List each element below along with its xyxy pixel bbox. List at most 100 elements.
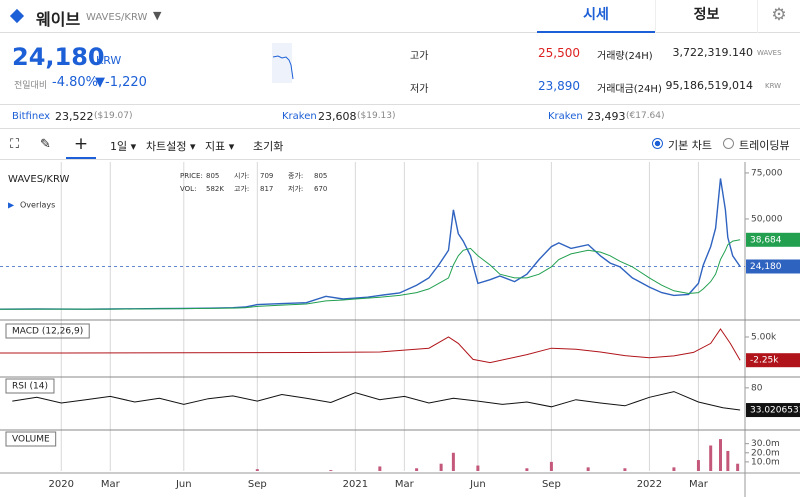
volume-unit: WAVES	[757, 49, 782, 57]
stat-label: 저가	[410, 84, 429, 95]
value-label-box	[746, 259, 800, 274]
coin-name: 웨이브	[36, 10, 81, 29]
volume-label: 거래량(24H)	[597, 51, 653, 62]
x-tick-label: 2022	[637, 479, 662, 490]
overlay-toggle: ▶	[8, 201, 15, 210]
overlays[interactable]: Overlays	[20, 201, 55, 210]
info-label: PRICE:	[180, 172, 203, 180]
dropdown[interactable]: ▼	[153, 9, 162, 22]
exchange-name[interactable]: Kraken	[548, 111, 583, 122]
x-tick-label: Sep	[542, 479, 561, 490]
sparkline	[272, 43, 294, 83]
volume-bar	[672, 467, 676, 471]
value-label-box	[746, 353, 800, 368]
exchange-price: 23,522	[55, 110, 94, 123]
exchange-ref: ($19.13)	[357, 111, 396, 121]
exchange-ref: (€17.64)	[626, 111, 665, 121]
info-value: 709	[260, 172, 273, 180]
value-label: 38,684	[750, 235, 782, 245]
panel-title-box	[5, 431, 57, 447]
volume-bar	[696, 460, 700, 471]
toolbar-item[interactable]: 지표 ▾	[205, 140, 235, 153]
volume-value: 3,722,319.140	[672, 46, 753, 59]
info-label: 고가:	[234, 184, 249, 193]
volume-value: 95,186,519,014	[665, 79, 753, 92]
info-value: 805	[206, 172, 219, 180]
x-tick-label: Mar	[101, 479, 121, 490]
tab[interactable]: 정보	[655, 0, 757, 33]
panel-title-box	[5, 378, 55, 394]
change-abs: ▼-1,220	[95, 75, 147, 90]
stat-value: 23,890	[538, 79, 580, 93]
info-value: 805	[314, 172, 327, 180]
value-label: 33.02065312	[750, 406, 800, 416]
interval[interactable]: 1일 ▾	[110, 140, 137, 153]
change-pct: -4.80%	[52, 75, 98, 90]
toolbar-item[interactable]: 초기화	[253, 140, 284, 153]
x-tick-label: Mar	[689, 479, 709, 490]
toolbar-label: 지표	[205, 140, 226, 153]
x-tick-label: Jun	[175, 479, 192, 490]
value-label: -2.25k	[750, 356, 779, 366]
info-label: 종가:	[288, 171, 303, 180]
summary: 24,180 KRW 전일대비 -4.80% ▼-1,220 고가 25,500…	[0, 33, 800, 105]
volume-bar	[726, 450, 730, 471]
info-value: 817	[260, 185, 273, 193]
volume-bar	[329, 470, 333, 471]
y-tick-label: 5.00k	[751, 333, 777, 343]
value-label-box	[746, 403, 800, 418]
value-label-box	[746, 232, 800, 247]
stat-value: 25,500	[538, 46, 580, 60]
y-tick-label: 75,000	[751, 168, 783, 178]
fullscreen[interactable]: ⛶	[10, 137, 20, 152]
change-label: 전일대비	[14, 81, 48, 91]
exchange-name[interactable]: Bitfinex	[12, 111, 51, 122]
volume-bar	[476, 465, 480, 471]
x-tick-label: Jun	[469, 479, 486, 490]
volume-bar	[718, 439, 722, 471]
x-tick-label: Mar	[395, 479, 415, 490]
info-label: 저가:	[288, 184, 303, 193]
radio-label[interactable]: 기본 차트	[668, 139, 712, 152]
toolbar: ⛶ ✎ + 1일 ▾ 차트설정 ▾ 지표 ▾ 초기화 기본 차트 트레이딩뷰	[0, 132, 800, 160]
volume-bar	[549, 461, 553, 471]
volume-bar	[709, 445, 713, 471]
x-tick-label: 2021	[343, 479, 368, 490]
unit: KRW	[96, 54, 122, 67]
volume-bar	[451, 452, 455, 471]
volume-bar	[255, 469, 259, 471]
exchange-price: 23,608	[318, 110, 357, 123]
pair: WAVES/KRW	[86, 12, 148, 23]
radio[interactable]	[723, 138, 734, 149]
y-tick-label: 30.0m	[751, 439, 780, 449]
radio-label[interactable]: 트레이딩뷰	[739, 139, 790, 152]
x-tick-label: Sep	[248, 479, 267, 490]
volume-bar	[378, 466, 382, 471]
x-tick-label: 2020	[49, 479, 74, 490]
volume-unit: KRW	[765, 82, 782, 90]
toolbar-item[interactable]: 차트설정 ▾	[146, 140, 196, 153]
volume-label: 거래대금(24H)	[597, 84, 662, 95]
volume-bar	[586, 467, 590, 471]
exchange-name[interactable]: Kraken	[282, 111, 317, 122]
draw-tool[interactable]: ✎	[40, 137, 51, 152]
info-value: 670	[314, 185, 327, 193]
settings[interactable]: ⚙	[757, 0, 800, 33]
series-line	[0, 178, 741, 310]
price: 24,180	[12, 43, 105, 71]
stat-label: 고가	[410, 51, 429, 62]
interval-label: 1일	[110, 140, 128, 153]
tab[interactable]: 시세	[537, 0, 655, 33]
chart-title: WAVES/KRW	[8, 174, 70, 185]
crosshair[interactable]: +	[66, 132, 96, 159]
info-label: 시가:	[234, 171, 249, 180]
panel-title-box	[5, 323, 90, 339]
info-value: 582K	[206, 185, 224, 193]
toolbar-label: 차트설정	[146, 140, 187, 153]
volume-bar	[415, 468, 419, 471]
panel-title: VOLUME	[12, 435, 50, 445]
y-tick-label: 50,000	[751, 214, 783, 224]
series-line	[12, 391, 741, 411]
radio-checked[interactable]	[652, 138, 663, 149]
